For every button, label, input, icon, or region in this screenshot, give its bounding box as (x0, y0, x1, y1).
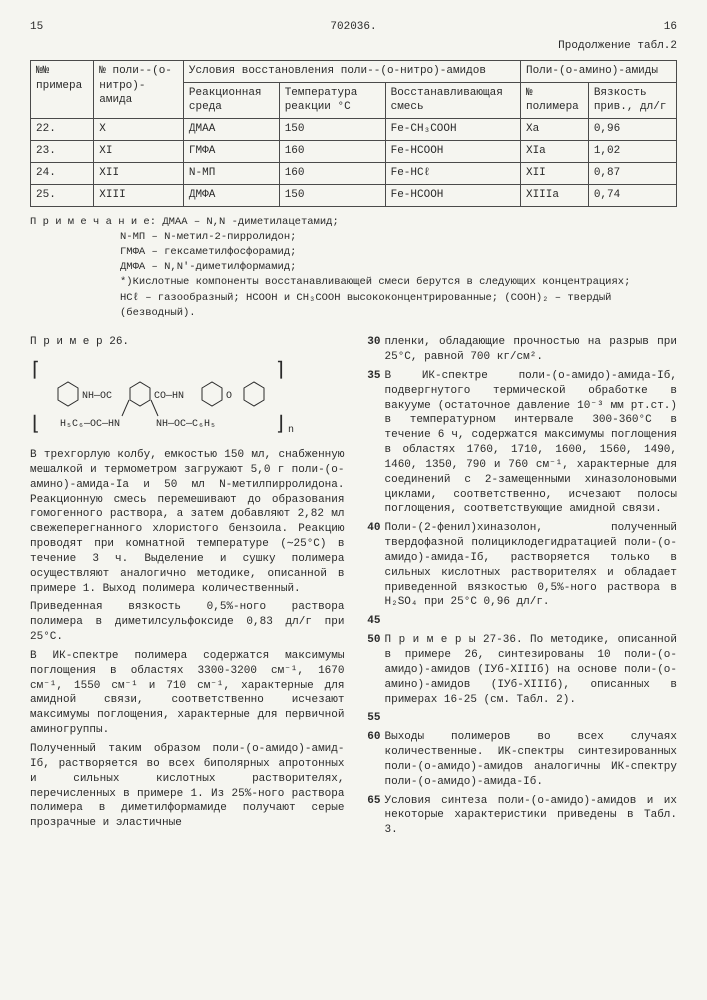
table-cell: Fe-HCOOH (385, 184, 520, 206)
two-column-body: П р и м е р 26. ⌈ ⌊ NH—OC CO—HN O H₅C₆—O… (30, 335, 677, 842)
table-cell: XIIIa (520, 184, 588, 206)
table-row: 25.XIIIДМФА150Fe-HCOOHXIIIa0,74 (31, 184, 677, 206)
table-cell: 0,87 (588, 162, 676, 184)
page-left: 15 (30, 20, 43, 35)
table-row: 23.XIГМФА160Fe-HCOOHXIa1,02 (31, 141, 677, 163)
th-temp: Температура реакции °С (279, 82, 385, 119)
table-cell: ГМФА (183, 141, 279, 163)
line-number: 30 (363, 335, 381, 365)
data-table: №№ примера № поли--(о-нитро)-амида Услов… (30, 60, 677, 207)
table-cell: Fe-HCOOH (385, 141, 520, 163)
table-continuation: Продолжение табл.2 (30, 39, 677, 54)
line-number: 35 (363, 369, 381, 517)
table-cell: 150 (279, 119, 385, 141)
note-line: *)Кислотные компоненты восстанавливающей… (30, 275, 677, 290)
th-medium: Реакционная среда (183, 82, 279, 119)
page-numbers: 15 702036. 16 (30, 20, 677, 35)
th-mix: Восстанавливающая смесь (385, 82, 520, 119)
table-cell: Xa (520, 119, 588, 141)
body-text: Поли-(2-фенил)хиназолон, полученный твер… (385, 521, 678, 610)
svg-text:O: O (226, 391, 232, 402)
table-cell: Fe-HCℓ (385, 162, 520, 184)
right-column: 30пленки, обладающие прочностью на разры… (363, 335, 678, 842)
table-row: 24.XIIN-МП160Fe-HCℓXII0,87 (31, 162, 677, 184)
svg-text:CO—HN: CO—HN (154, 391, 184, 402)
table-cell: XII (94, 162, 184, 184)
table-cell: XIII (94, 184, 184, 206)
table-cell: 24. (31, 162, 94, 184)
table-notes: П р и м е ч а н и е: ДМАА – N,N -диметил… (30, 215, 677, 322)
svg-text:H₅C₆—OC—HN: H₅C₆—OC—HN (60, 419, 120, 430)
svg-text:⌋: ⌋ (276, 414, 284, 437)
th-poly: № поли--(о-нитро)-амида (94, 60, 184, 119)
table-cell: 1,02 (588, 141, 676, 163)
svg-text:⌈: ⌈ (32, 360, 40, 383)
table-cell: Fe-CH₃COOH (385, 119, 520, 141)
body-text: В ИК-спектре полимера содержатся максиму… (30, 649, 345, 738)
svg-text:⌊: ⌊ (32, 414, 40, 437)
table-cell: 23. (31, 141, 94, 163)
body-text: Полученный таким образом поли-(о-амидо)-… (30, 742, 345, 831)
line-number: 45 (363, 614, 381, 629)
chemical-formula: ⌈ ⌊ NH—OC CO—HN O H₅C₆—OC—HN NH—OC—C₆H₅ … (30, 358, 345, 438)
table-cell: XII (520, 162, 588, 184)
svg-text:⌉: ⌉ (276, 360, 284, 383)
body-text: Выходы полимеров во всех случаях количес… (385, 730, 678, 789)
th-example: №№ примера (31, 60, 94, 119)
th-conditions: Условия восстановления поли--(о-нитро)-а… (183, 60, 520, 82)
example-title: П р и м е р 26. (30, 335, 345, 350)
table-cell: 160 (279, 141, 385, 163)
line-number: 60 (363, 730, 381, 789)
note-line: HCℓ – газообразный; HCOOH и CH₃COOH высо… (30, 291, 677, 321)
page-center: 702036. (43, 20, 664, 35)
table-cell: 25. (31, 184, 94, 206)
body-text: пленки, обладающие прочностью на разрыв … (385, 335, 678, 365)
table-cell: ДМАА (183, 119, 279, 141)
table-cell: 22. (31, 119, 94, 141)
table-row: 22.XДМАА150Fe-CH₃COOHXa0,96 (31, 119, 677, 141)
table-cell: XI (94, 141, 184, 163)
body-text: В ИК-спектре поли-(о-амидо)-амида-Iб, по… (385, 369, 678, 517)
body-text: Приведенная вязкость 0,5%-ного раствора … (30, 600, 345, 645)
th-pnum: № полимера (520, 82, 588, 119)
table-cell: XIa (520, 141, 588, 163)
line-number: 55 (363, 711, 381, 726)
line-number: 65 (363, 794, 381, 839)
body-text: В трехгорлую колбу, емкостью 150 мл, сна… (30, 448, 345, 596)
note-line: N-МП – N-метил-2-пирролидон; (30, 230, 677, 245)
page-right: 16 (664, 20, 677, 35)
body-text: Условия синтеза поли-(о-амидо)-амидов и … (385, 794, 678, 839)
table-cell: 0,74 (588, 184, 676, 206)
line-number: 50 (363, 633, 381, 707)
table-cell: N-МП (183, 162, 279, 184)
svg-text:NH—OC: NH—OC (82, 391, 112, 402)
table-cell: X (94, 119, 184, 141)
table-cell: 0,96 (588, 119, 676, 141)
body-text: П р и м е р ы 27-36. По методике, описан… (385, 633, 678, 707)
svg-text:n: n (288, 425, 294, 436)
note-line: ДМФА – N,N′-диметилформамид; (30, 260, 677, 275)
line-number: 40 (363, 521, 381, 610)
note-line: П р и м е ч а н и е: ДМАА – N,N -диметил… (30, 215, 677, 230)
th-amides: Поли-(о-амино)-амиды (520, 60, 676, 82)
left-column: П р и м е р 26. ⌈ ⌊ NH—OC CO—HN O H₅C₆—O… (30, 335, 345, 842)
table-cell: ДМФА (183, 184, 279, 206)
table-cell: 150 (279, 184, 385, 206)
svg-text:NH—OC—C₆H₅: NH—OC—C₆H₅ (156, 419, 216, 430)
note-line: ГМФА – гексаметилфосфорамид; (30, 245, 677, 260)
th-visc: Вязкость прив., дл/г (588, 82, 676, 119)
table-cell: 160 (279, 162, 385, 184)
